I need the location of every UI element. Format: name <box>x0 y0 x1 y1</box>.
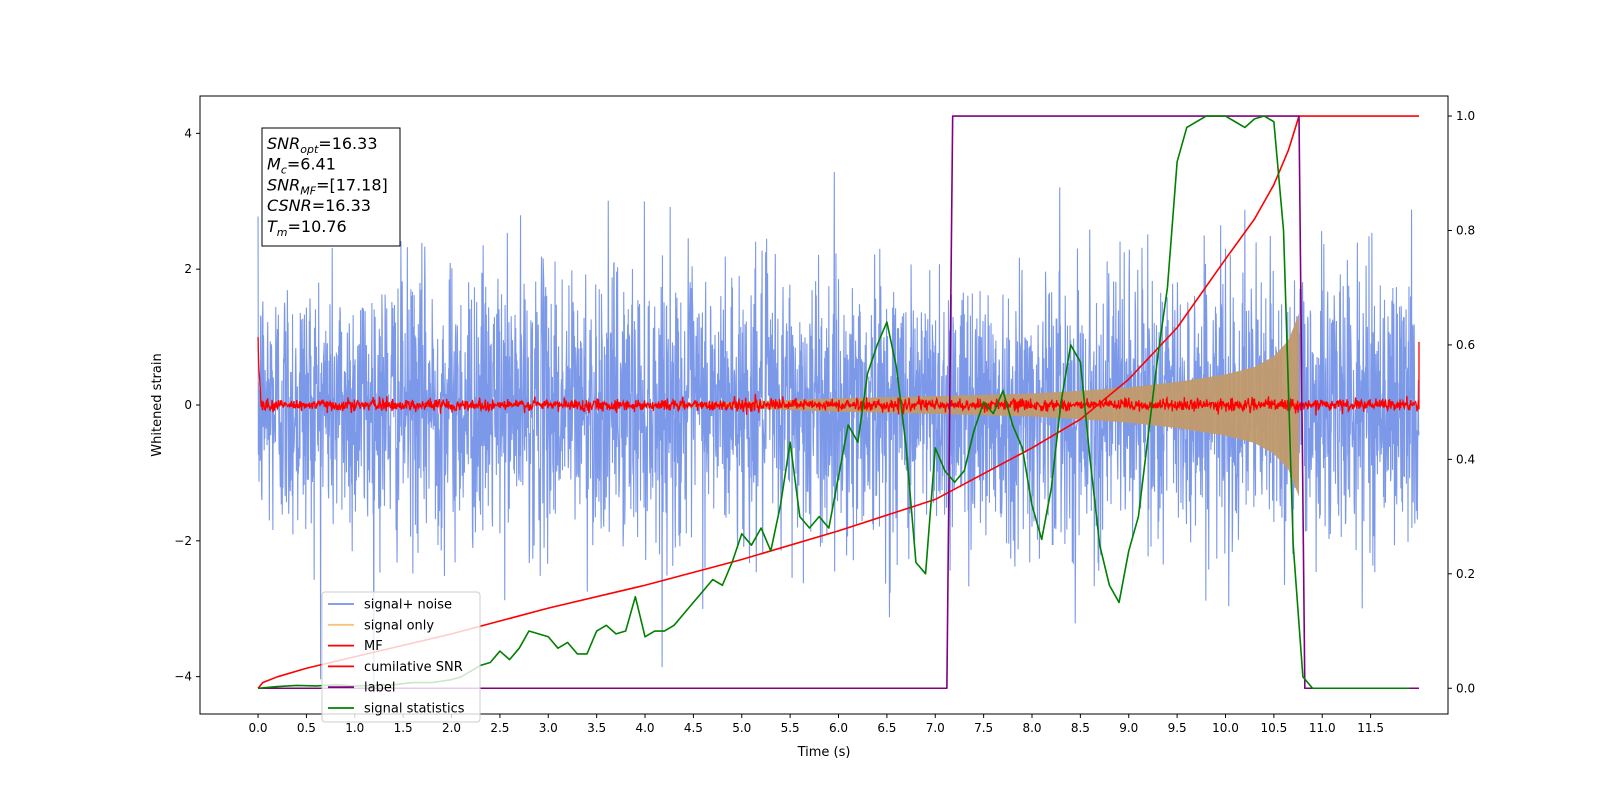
legend-entry-label: cumilative SNR <box>364 660 463 675</box>
x-tick-label: 3.5 <box>587 721 606 735</box>
y2-tick-label: 0.6 <box>1456 338 1475 352</box>
x-tick-label: 5.5 <box>781 721 800 735</box>
y-tick-label: 2 <box>184 262 192 276</box>
x-tick-label: 2.0 <box>442 721 461 735</box>
annotation-line: CSNR=16.33 <box>267 196 371 215</box>
annotation-line: Mc=6.41 <box>267 155 336 177</box>
legend: signal+ noise signal only MF cumilative SNR… <box>321 591 481 723</box>
x-tick-label: 10.0 <box>1212 721 1239 735</box>
x-tick-label: 8.5 <box>1071 721 1090 735</box>
legend-entry-label: MF <box>364 639 383 654</box>
annotation-box: SNRopt=16.33Mc=6.41SNRMF=[17.18]CSNR=16.… <box>261 127 401 247</box>
series-signal-statistics-line <box>257 115 1410 690</box>
y-tick-label: 4 <box>184 126 192 140</box>
x-tick-label: 1.0 <box>345 721 364 735</box>
series-signal-noise-line <box>257 172 1420 687</box>
legend-entry-label: signal statistics <box>364 702 465 717</box>
y2-tick-label: 0.4 <box>1456 452 1475 466</box>
y-tick-label: 0 <box>184 398 192 412</box>
y-axis-label: Whitened strain <box>150 353 165 456</box>
y-axis-right: 1.0 0.8 0.6 0.4 0.2 0.0 <box>1448 109 1475 695</box>
legend-entry-label: signal+ noise <box>364 598 452 613</box>
x-tick-label: 0.0 <box>248 721 267 735</box>
x-tick-label: 7.5 <box>974 721 993 735</box>
y2-tick-label: 1.0 <box>1456 109 1475 123</box>
y-axis-left: 4 2 0 −2 −4 <box>174 126 200 684</box>
series-mf-line <box>257 337 1420 416</box>
x-tick-label: 9.0 <box>1119 721 1138 735</box>
x-axis: 0.0 0.5 1.0 1.5 2.0 2.5 3.0 3.5 4.0 4.5 5.0 5.5 6.0 6… <box>248 714 1384 735</box>
y2-tick-label: 0.0 <box>1456 681 1475 695</box>
y2-tick-label: 0.2 <box>1456 567 1475 581</box>
x-tick-label: 11.5 <box>1357 721 1384 735</box>
legend-entry-label: signal only <box>364 618 434 633</box>
x-tick-label: 11.0 <box>1309 721 1336 735</box>
x-tick-label: 4.0 <box>635 721 654 735</box>
annotation-frame <box>261 127 401 247</box>
legend-entry-label: label <box>364 681 395 696</box>
annotation-line: SNRMF=[17.18] <box>267 175 388 197</box>
x-tick-label: 6.0 <box>829 721 848 735</box>
x-tick-label: 5.0 <box>732 721 751 735</box>
x-tick-label: 0.5 <box>297 721 316 735</box>
y-tick-label: −2 <box>174 534 192 548</box>
x-axis-label: Time (s) <box>797 745 851 760</box>
x-tick-label: 7.0 <box>926 721 945 735</box>
x-tick-label: 6.5 <box>877 721 896 735</box>
x-tick-label: 4.5 <box>684 721 703 735</box>
y2-tick-label: 0.8 <box>1456 223 1475 237</box>
x-tick-label: 2.5 <box>490 721 509 735</box>
x-tick-label: 3.0 <box>539 721 558 735</box>
x-tick-label: 10.5 <box>1261 721 1288 735</box>
annotation-line: SNRopt=16.33 <box>267 134 378 156</box>
x-tick-label: 1.5 <box>394 721 413 735</box>
annotation-line: Tm=10.76 <box>267 217 347 239</box>
legend-frame <box>321 591 481 723</box>
y-tick-label: −4 <box>174 670 192 684</box>
x-tick-label: 8.0 <box>1022 721 1041 735</box>
x-tick-label: 9.5 <box>1168 721 1187 735</box>
